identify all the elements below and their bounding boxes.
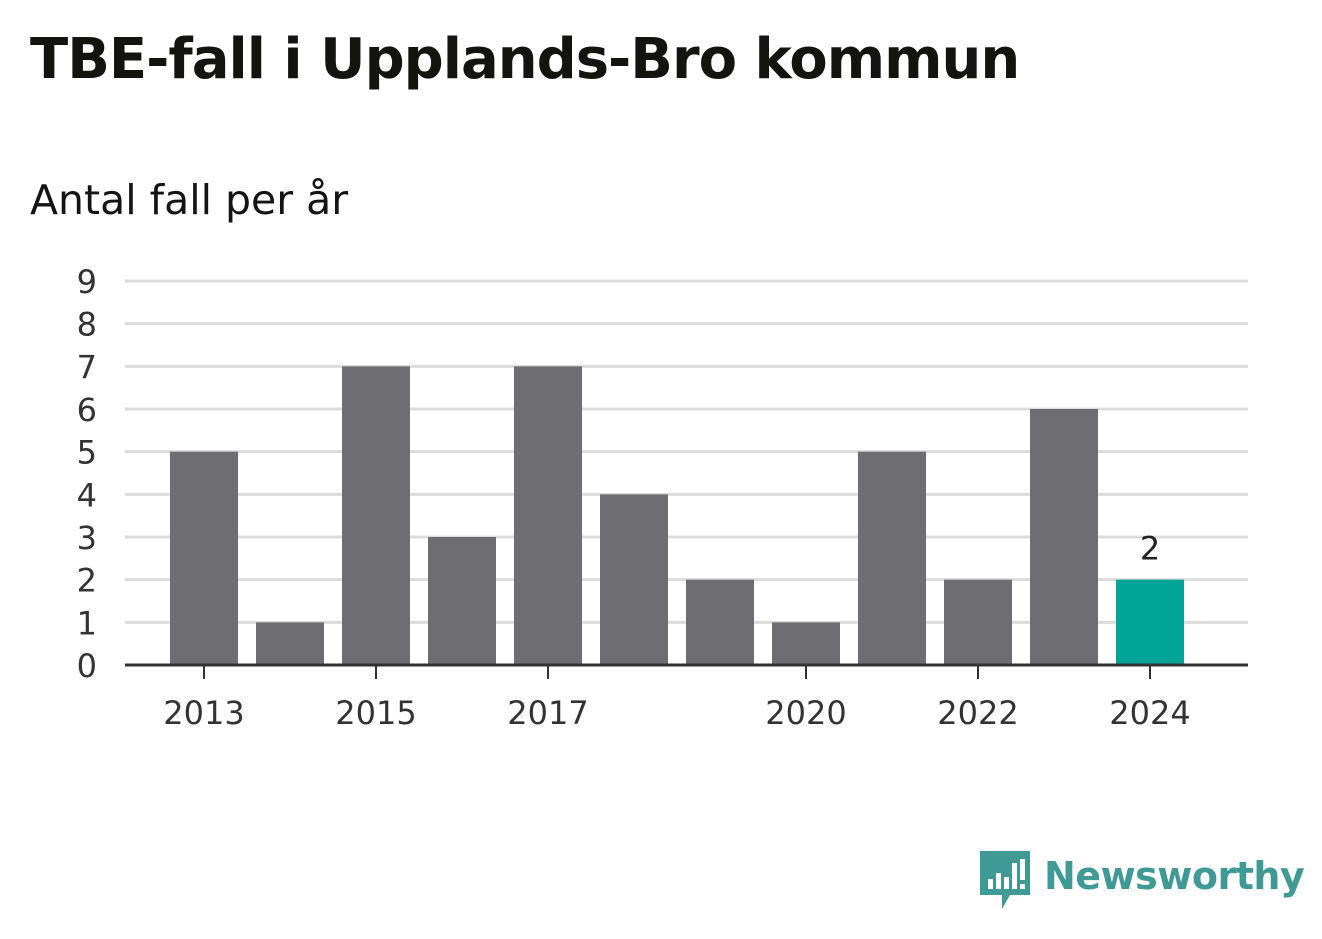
bar-2016 bbox=[428, 537, 496, 665]
bar-2014 bbox=[256, 622, 324, 665]
bar-2023 bbox=[1030, 409, 1098, 665]
y-tick-label: 2 bbox=[77, 562, 97, 600]
labels: 0 1 2 3 4 5 6 7 8 9 2 2013 2015 2017 2020 2022 2024 bbox=[77, 263, 1191, 732]
y-tick-label: 6 bbox=[77, 391, 97, 429]
x-tick-label: 2015 bbox=[335, 694, 416, 732]
axes bbox=[125, 663, 1248, 679]
x-tick-label: 2017 bbox=[507, 694, 588, 732]
bar-2019 bbox=[686, 579, 754, 665]
bar-2013 bbox=[170, 451, 238, 665]
newsworthy-logo-icon bbox=[980, 851, 1030, 909]
newsworthy-logo: Newsworthy bbox=[980, 848, 1305, 912]
y-tick-label: 4 bbox=[77, 476, 97, 514]
x-tick-label: 2024 bbox=[1109, 694, 1190, 732]
x-tick-label: 2022 bbox=[937, 694, 1018, 732]
y-tick-label: 9 bbox=[77, 263, 97, 301]
y-tick-label: 0 bbox=[77, 647, 97, 685]
bar-2015 bbox=[342, 366, 410, 665]
data-label: 2 bbox=[1140, 530, 1160, 568]
y-tick-label: 5 bbox=[77, 434, 97, 472]
bar-2018 bbox=[600, 494, 668, 665]
bars bbox=[170, 366, 1184, 665]
y-tick-label: 3 bbox=[77, 519, 97, 557]
bar-2022 bbox=[944, 579, 1012, 665]
bar-2017 bbox=[514, 366, 582, 665]
y-tick-label: 1 bbox=[77, 604, 97, 642]
y-tick-label: 8 bbox=[77, 306, 97, 344]
y-tick-label: 7 bbox=[77, 348, 97, 386]
bar-2020 bbox=[772, 622, 840, 665]
chart-title: TBE-fall i Upplands-Bro kommun bbox=[30, 27, 1020, 92]
x-tick-label: 2020 bbox=[765, 694, 846, 732]
bar-2024 bbox=[1116, 579, 1184, 665]
brand-name: Newsworthy bbox=[1044, 854, 1305, 898]
bar-2021 bbox=[858, 451, 926, 665]
x-tick-label: 2013 bbox=[163, 694, 244, 732]
chart-subtitle: Antal fall per år bbox=[30, 176, 349, 224]
